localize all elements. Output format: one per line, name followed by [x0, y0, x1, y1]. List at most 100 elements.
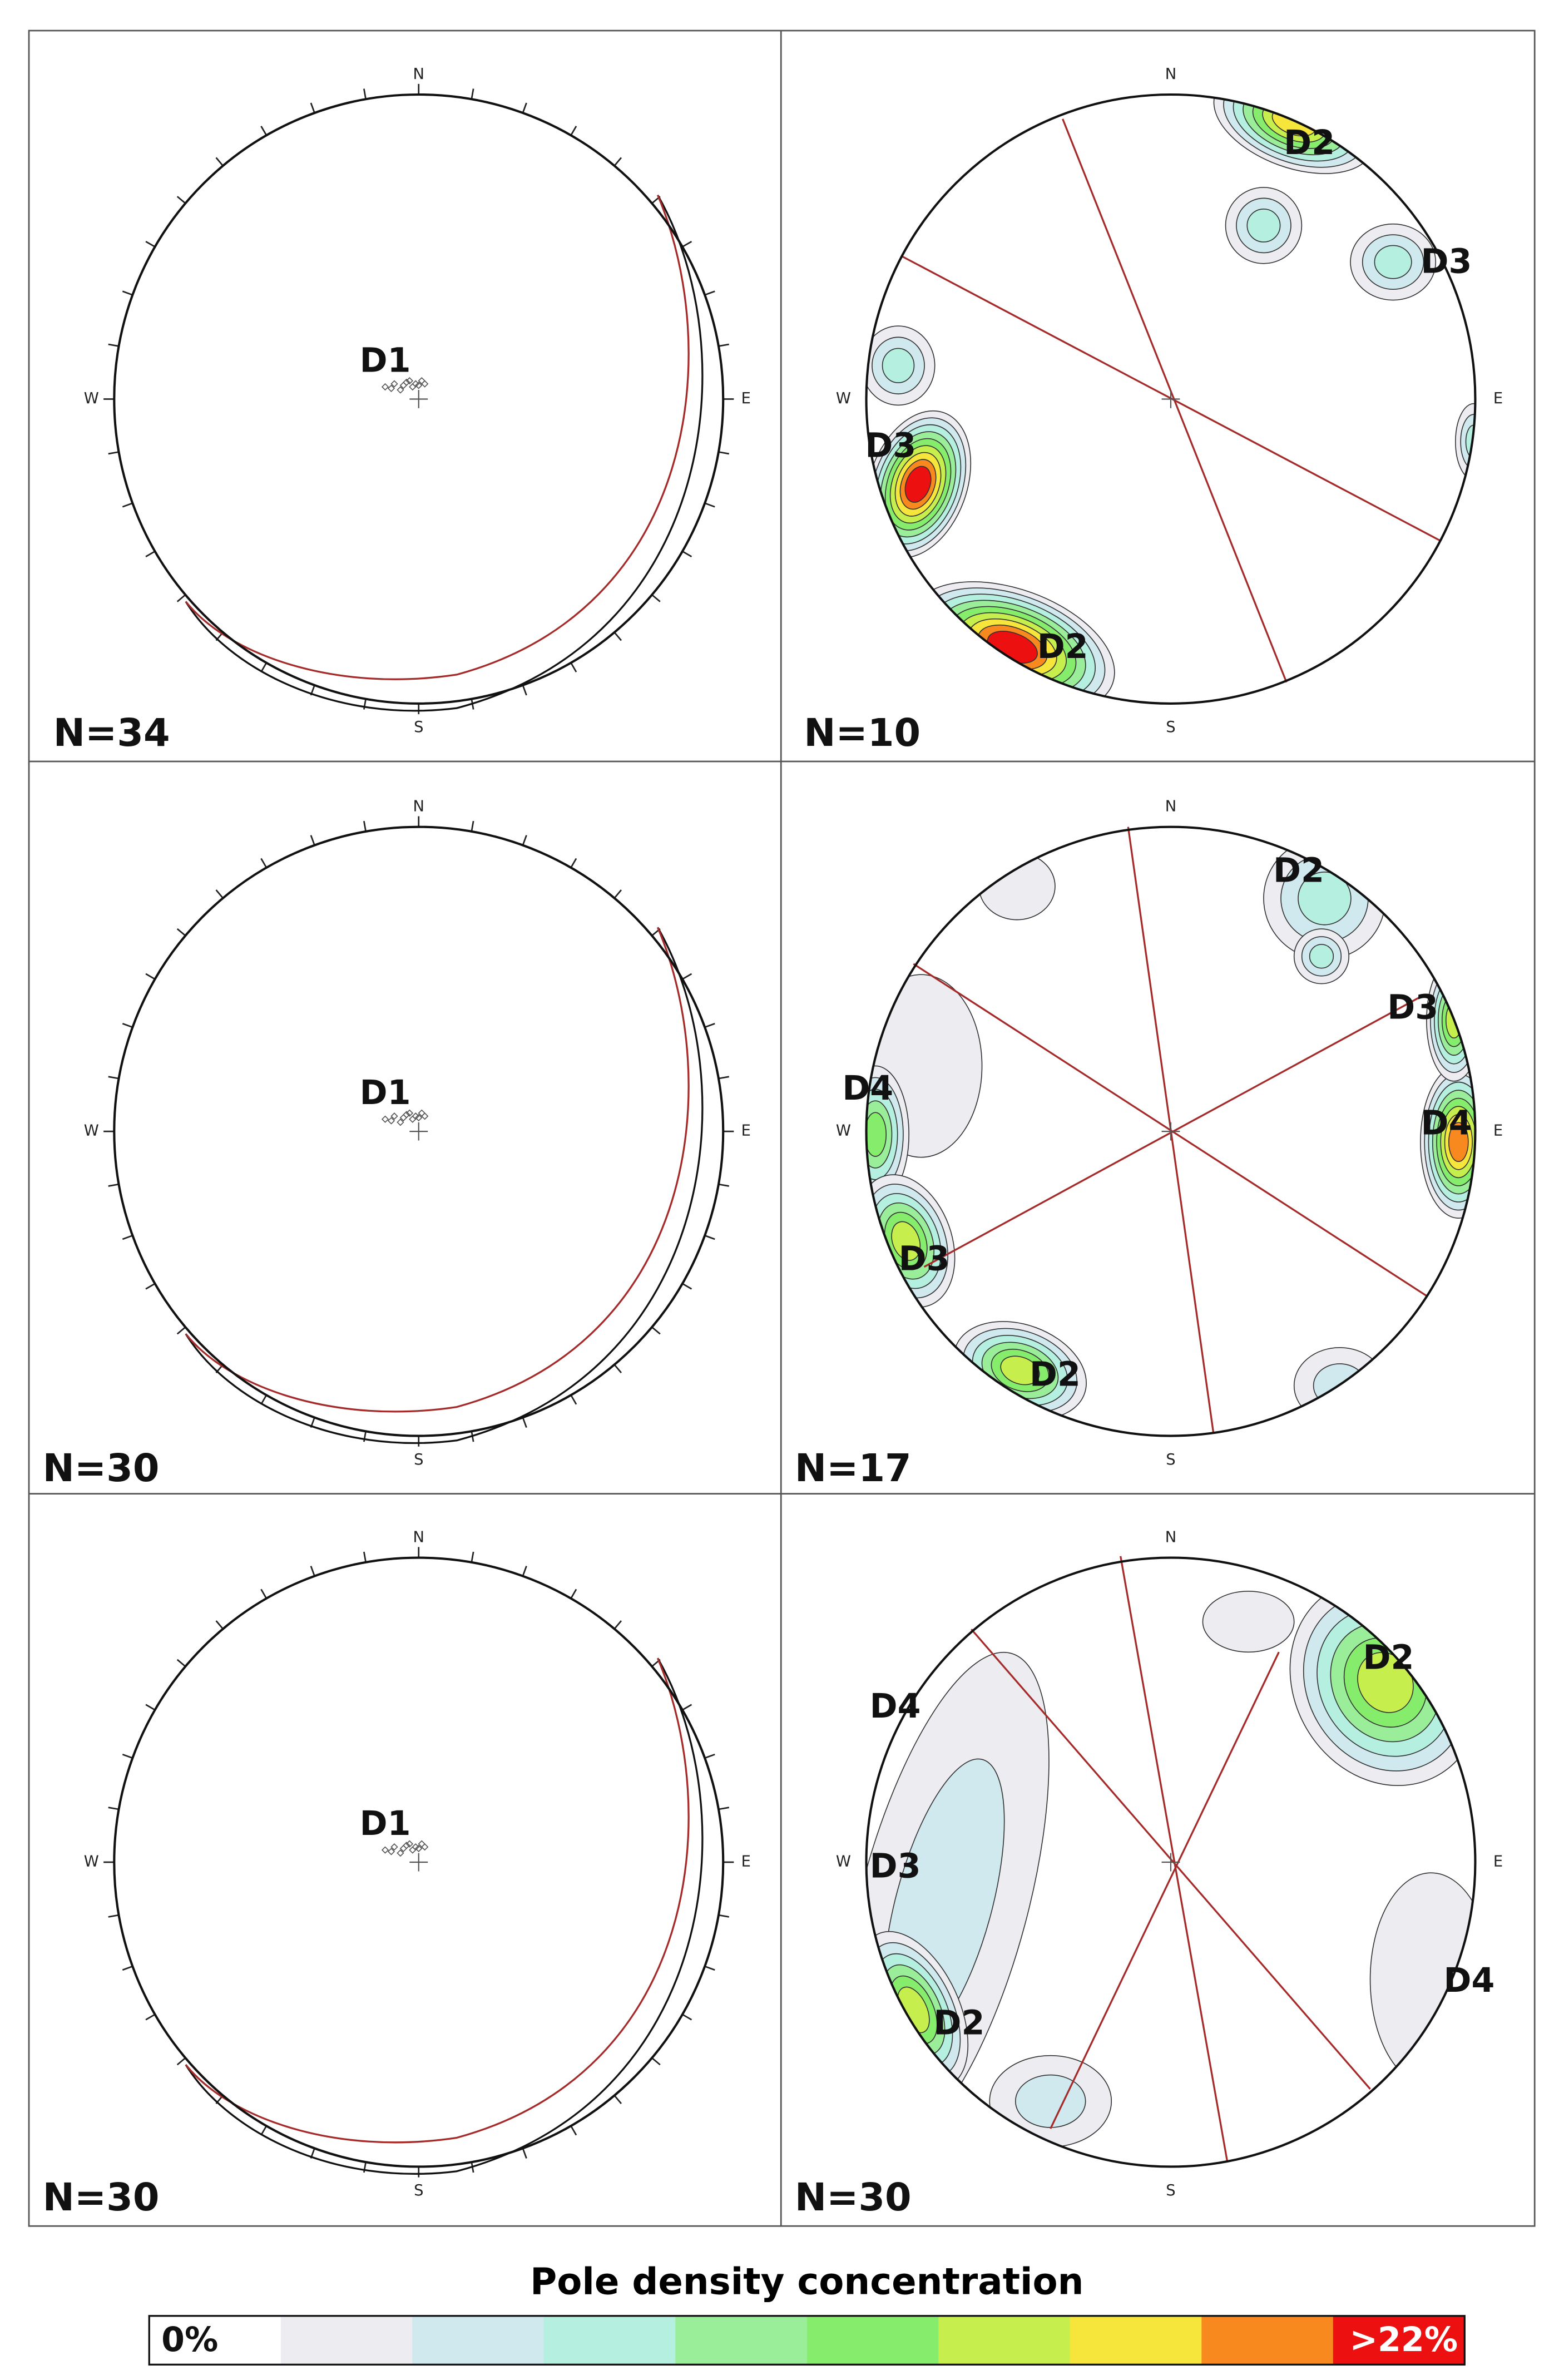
set-label: D2 — [1037, 627, 1088, 666]
tick — [145, 1283, 156, 1290]
compass-label: W — [836, 1122, 851, 1140]
tick — [122, 502, 133, 508]
great-circle — [185, 927, 690, 1413]
stereonet: N E S W D1 N=30 — [43, 1528, 751, 2220]
stereonet: N E S W D2 D3 D4 D4 D3 D2 N=17 — [795, 798, 1503, 1491]
tick — [260, 2125, 268, 2136]
contour — [904, 466, 932, 503]
tick — [260, 1394, 268, 1405]
tick — [260, 1589, 268, 1599]
center-cross — [1161, 1853, 1180, 1872]
tick — [570, 858, 577, 868]
tick — [122, 1235, 133, 1240]
primitive — [865, 93, 1477, 705]
set-label: D3 — [870, 1847, 921, 1886]
tick — [704, 1965, 715, 1971]
tick — [145, 1704, 156, 1711]
count-label: N=30 — [43, 2175, 160, 2220]
legend-swatch — [412, 2315, 545, 2365]
contour — [1000, 1355, 1040, 1386]
tick — [718, 1076, 730, 1080]
legend-swatch — [149, 2315, 282, 2365]
compass-label: E — [741, 1853, 751, 1871]
tick — [471, 1551, 474, 1563]
tick — [704, 1023, 715, 1028]
tick — [704, 290, 715, 296]
set-label: D2 — [1363, 1639, 1414, 1678]
pole-point — [409, 1115, 417, 1123]
tick — [613, 889, 622, 899]
compass-label: N — [413, 1528, 424, 1546]
tick — [682, 973, 692, 980]
great-circle — [1120, 1556, 1228, 2161]
great-circle — [923, 993, 1426, 1268]
pole-point — [403, 378, 410, 386]
tick — [718, 1807, 730, 1810]
compass-label: S — [1166, 1451, 1175, 1468]
tick — [176, 594, 186, 602]
compass-label: E — [741, 390, 751, 407]
pole-point — [397, 1849, 404, 1857]
contour — [882, 348, 915, 383]
legend-swatch — [1201, 2315, 1334, 2365]
tick — [363, 1551, 367, 1563]
set-label: D1 — [360, 1804, 411, 1843]
tick — [682, 2013, 692, 2021]
tick — [363, 820, 367, 832]
tick — [682, 1704, 692, 1711]
pole-point — [421, 380, 429, 388]
compass-label: W — [84, 1122, 99, 1140]
pole-point — [387, 384, 395, 392]
set-label: D1 — [360, 341, 411, 380]
pole-point — [381, 1846, 389, 1854]
compass-label: S — [414, 1451, 423, 1468]
tick — [122, 1965, 133, 1971]
set-label: D2 — [1284, 123, 1335, 162]
tick — [215, 1620, 224, 1630]
contour — [1014, 2074, 1086, 2128]
set-label: D2 — [1273, 851, 1324, 890]
compass-label: W — [836, 390, 851, 407]
outer-arc — [185, 927, 704, 1444]
tick — [108, 1807, 119, 1810]
density-contours — [866, 837, 1476, 1424]
outer-arc — [185, 1657, 704, 2175]
center-cross — [409, 1853, 428, 1872]
legend-swatch — [675, 2315, 808, 2365]
tick — [122, 1753, 133, 1759]
count-label: N=10 — [804, 711, 920, 755]
compass-label: S — [1166, 2182, 1175, 2199]
legend-max: >22% — [1349, 2320, 1458, 2359]
tick — [682, 240, 692, 248]
tick — [310, 835, 315, 846]
tick — [108, 451, 119, 455]
legend-border — [148, 2315, 1466, 2366]
pole-point — [387, 1117, 395, 1125]
pole-point — [390, 1843, 398, 1851]
tick — [145, 2013, 156, 2021]
tick — [570, 1589, 577, 1599]
tick — [613, 2095, 622, 2104]
contour — [1202, 1590, 1295, 1653]
legend-swatch — [806, 2315, 939, 2365]
pole-point — [381, 383, 389, 391]
tick — [651, 1326, 661, 1335]
pole-point — [409, 1846, 417, 1854]
stereonet: N E S W D2 D3 D3 D2 N=10 — [804, 66, 1503, 755]
set-label: D3 — [1387, 988, 1438, 1027]
tick — [570, 662, 577, 672]
center-cross — [409, 390, 428, 408]
legend: Pole density concentration 0% >22% — [148, 2260, 1466, 2366]
outer-arc — [185, 194, 704, 712]
tick — [122, 290, 133, 296]
tick — [522, 835, 527, 846]
tick — [122, 1023, 133, 1028]
tick — [570, 1394, 577, 1405]
set-label: D1 — [360, 1073, 411, 1112]
stereonet: N E S W D2 D4 D3 D2 D4 N=30 — [795, 1528, 1503, 2220]
tick — [718, 343, 730, 347]
tick — [613, 157, 622, 166]
pole-point — [421, 1112, 429, 1120]
tick — [145, 551, 156, 557]
legend-min: 0% — [161, 2320, 218, 2359]
